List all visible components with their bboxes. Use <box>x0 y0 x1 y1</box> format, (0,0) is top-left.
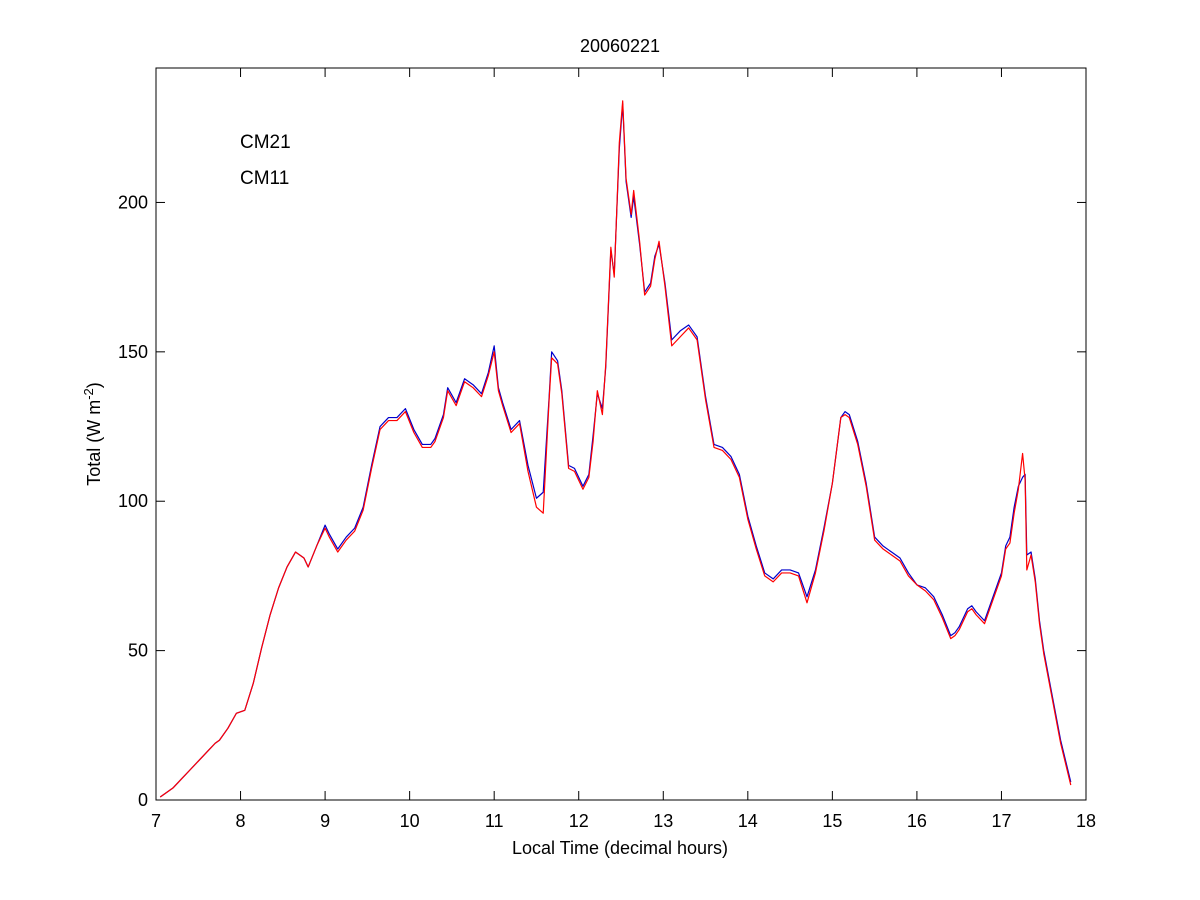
y-tick-label: 0 <box>138 790 148 810</box>
y-tick-label: 100 <box>118 491 148 511</box>
x-tick-label: 15 <box>822 811 842 831</box>
y-axis-label-exponent: -2 <box>81 388 96 400</box>
x-axis: 7 8 9 10 11 12 13 14 15 16 17 18 <box>151 68 1096 831</box>
series-layer <box>159 100 1072 798</box>
y-tick-label: 50 <box>128 641 148 661</box>
y-tick-label: 200 <box>118 192 148 212</box>
y-axis-label-text: Total (W m <box>84 400 104 486</box>
y-axis: 0 50 100 150 200 <box>118 192 1086 810</box>
legend-entry-cm11: CM11 <box>240 168 289 189</box>
x-tick-label: 8 <box>236 811 246 831</box>
plot-area-frame <box>155 67 1087 801</box>
x-tick-label: 10 <box>400 811 420 831</box>
x-tick-label: 7 <box>151 811 161 831</box>
y-tick-label: 150 <box>118 342 148 362</box>
x-tick-label: 9 <box>320 811 330 831</box>
chart-title: 20060221 <box>580 36 660 56</box>
legend-entry-cm21: CM21 <box>240 132 291 153</box>
x-tick-label: 18 <box>1076 811 1096 831</box>
y-axis-label-close: ) <box>84 382 104 388</box>
x-tick-label: 17 <box>991 811 1011 831</box>
x-tick-label: 12 <box>569 811 589 831</box>
y-axis-label: Total (W m-2) <box>81 382 104 486</box>
series-line-cm11 <box>159 100 1072 798</box>
x-tick-label: 11 <box>485 811 504 831</box>
x-tick-label: 16 <box>907 811 927 831</box>
legend: CM21 CM11 <box>240 132 291 189</box>
x-axis-label: Local Time (decimal hours) <box>512 838 728 858</box>
x-tick-label: 14 <box>738 811 758 831</box>
x-tick-label: 13 <box>653 811 673 831</box>
